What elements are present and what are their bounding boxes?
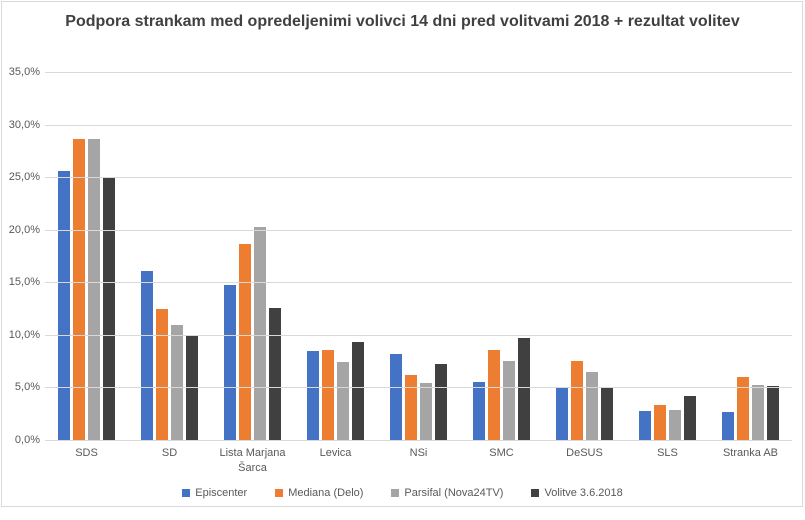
bar: [767, 386, 779, 440]
y-axis: 0,0% 5,0% 10,0% 15,0% 20,0% 25,0% 30,0% 35,0%: [0, 0, 40, 520]
bar-group: [709, 72, 792, 440]
bar: [269, 307, 281, 440]
bar-group: [460, 72, 543, 440]
gridline: [45, 229, 792, 231]
bar: [473, 382, 485, 440]
bar: [390, 353, 402, 440]
legend-swatch: [275, 489, 284, 497]
legend-label: Episcenter: [195, 487, 248, 499]
bar-groups-container: [45, 72, 792, 440]
bar: [88, 139, 100, 440]
y-axis-tick-label: 10,0%: [8, 328, 40, 341]
y-axis-tick-label: 5,0%: [14, 381, 40, 394]
bar: [239, 244, 251, 440]
legend-swatch: [391, 489, 400, 497]
legend-item: Mediana (Delo): [275, 487, 363, 499]
bar: [669, 409, 681, 440]
bar: [737, 376, 749, 440]
gridline: [45, 72, 792, 73]
bar: [307, 350, 319, 440]
x-axis-category-label: DeSUS: [566, 447, 603, 459]
bar: [722, 411, 734, 440]
x-axis-category-label: SLS: [657, 447, 678, 459]
bar: [103, 178, 115, 440]
bar-group: [543, 72, 626, 440]
bar: [171, 325, 183, 440]
x-axis-category-label: SD: [161, 447, 178, 459]
legend-item: Parsifal (Nova24TV): [391, 487, 503, 499]
x-axis-category-label: Lista Marjana Šarca: [219, 447, 286, 474]
bar: [405, 374, 417, 440]
x-axis-category-label: Levica: [319, 447, 352, 459]
legend-item: Episcenter: [182, 487, 247, 499]
legend-label: Parsifal (Nova24TV): [404, 487, 504, 499]
bar: [684, 395, 696, 440]
y-axis-tick-label: 20,0%: [8, 223, 40, 236]
x-axis-category-label: SMC: [489, 447, 514, 459]
bar-group: [294, 72, 377, 440]
gridline: [45, 124, 792, 126]
bar-group: [377, 72, 460, 440]
bar: [503, 361, 515, 440]
gridline: [45, 387, 792, 389]
y-axis-tick-label: 15,0%: [8, 276, 40, 289]
plot-area: [45, 72, 792, 441]
x-axis-category-label: SDS: [75, 447, 98, 459]
bar: [435, 364, 447, 440]
bar: [420, 383, 432, 440]
y-axis-tick-label: 30,0%: [8, 118, 40, 131]
gridline: [45, 440, 792, 441]
bar: [73, 139, 85, 440]
bar: [752, 385, 764, 440]
bar: [556, 388, 568, 440]
y-axis-tick-label: 35,0%: [8, 66, 40, 78]
bar: [141, 270, 153, 440]
y-axis-tick-label: 0,0%: [14, 434, 40, 446]
legend-swatch: [182, 489, 191, 497]
y-axis-tick-label: 25,0%: [8, 171, 40, 184]
bar: [488, 349, 500, 440]
bar: [352, 342, 364, 440]
bar: [156, 308, 168, 440]
x-axis: SDS SD Lista Marjana Šarca Levica NSi SMC DeSU…: [45, 446, 792, 476]
legend-label: Volitve 3.6.2018: [544, 487, 623, 499]
bar: [586, 371, 598, 440]
bar: [518, 338, 530, 440]
bar: [224, 285, 236, 440]
legend-swatch: [531, 489, 540, 497]
legend-item: Volitve 3.6.2018: [531, 487, 623, 499]
bar: [571, 361, 583, 440]
bar: [601, 388, 613, 440]
gridline: [45, 177, 792, 179]
chart-title: Podpora strankam med opredeljenimi voliv…: [65, 13, 740, 30]
bar: [337, 362, 349, 440]
gridline: [45, 334, 792, 336]
bar-group: [45, 72, 128, 440]
legend-label: Mediana (Delo): [288, 487, 364, 499]
x-axis-category-label: NSi: [409, 447, 428, 459]
x-axis-category-label: Stranka AB: [722, 447, 779, 459]
bar: [322, 349, 334, 440]
bar: [654, 405, 666, 440]
bar-group: [211, 72, 294, 440]
gridline: [45, 282, 792, 284]
bar: [639, 410, 651, 440]
bar: [58, 170, 70, 440]
bar-group: [626, 72, 709, 440]
legend: Episcenter Mediana (Delo) Parsifal (Nova24…: [0, 487, 805, 499]
bar-group: [128, 72, 211, 440]
bar: [254, 226, 266, 440]
